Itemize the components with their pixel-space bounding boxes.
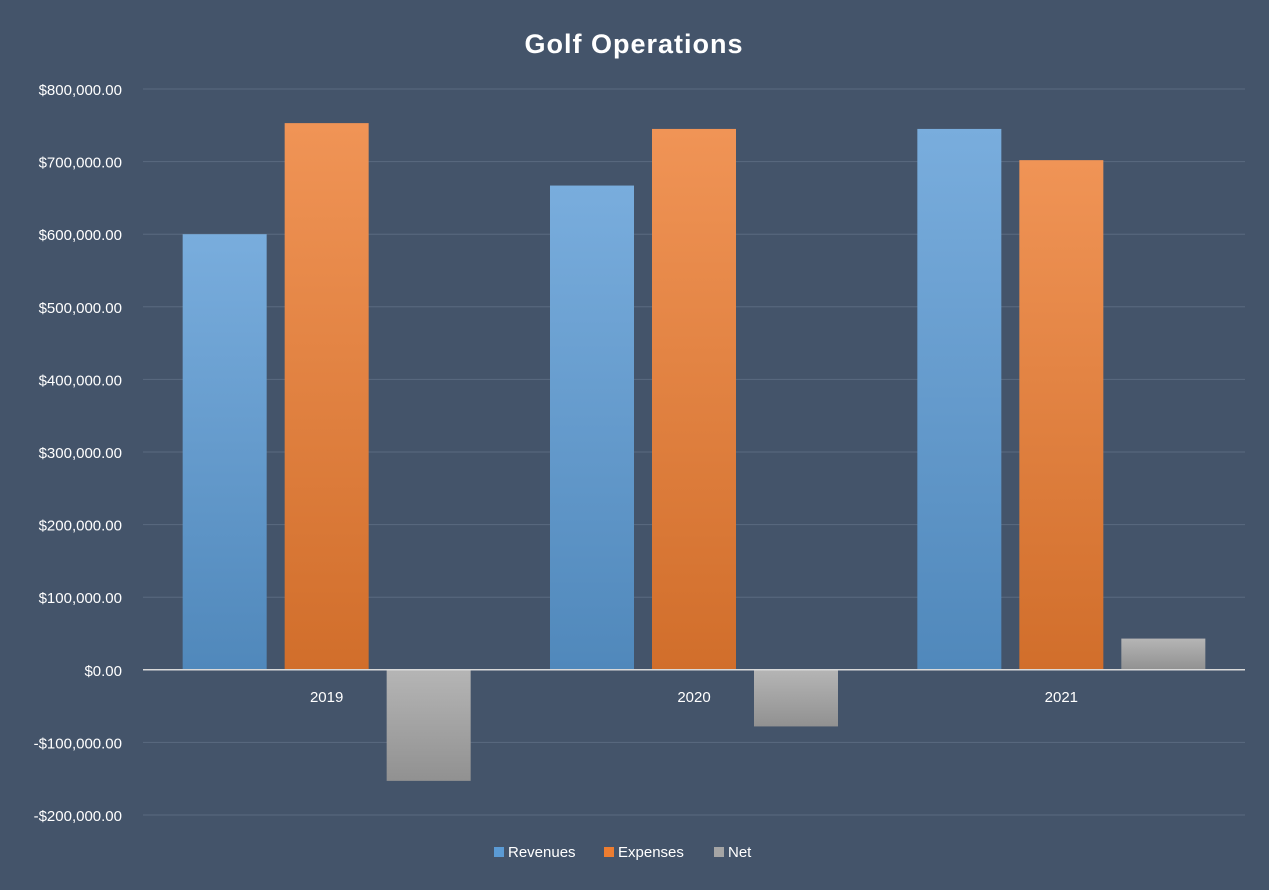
y-tick-label: $300,000.00 [39, 445, 122, 462]
y-tick-label: $800,000.00 [39, 82, 122, 99]
x-tick-label: 2020 [677, 689, 710, 706]
x-tick-label: 2021 [1045, 689, 1078, 706]
y-tick-label: $400,000.00 [39, 372, 122, 389]
legend-label-expenses: Expenses [618, 844, 684, 861]
bar-net-2020 [754, 669, 838, 727]
y-tick-label: -$200,000.00 [34, 808, 122, 825]
bar-revenues-2019 [182, 234, 267, 670]
legend-swatch-expenses [604, 847, 614, 857]
bar-expenses-2019 [284, 123, 369, 670]
legend: Revenues Expenses Net [494, 844, 752, 861]
bar-revenues-2021 [917, 128, 1002, 670]
bar-expenses-2020 [652, 128, 736, 670]
y-tick-label: $0.00 [84, 663, 122, 680]
bars [182, 123, 1206, 781]
legend-label-net: Net [728, 844, 752, 861]
chart-title: Golf Operations [524, 29, 743, 59]
y-tick-label: $500,000.00 [39, 300, 122, 317]
x-axis: 2019 2020 2021 [143, 669, 1245, 706]
y-tick-label: -$100,000.00 [34, 735, 122, 752]
y-tick-label: $600,000.00 [39, 227, 122, 244]
y-tick-label: $200,000.00 [39, 518, 122, 535]
y-axis: $800,000.00 $700,000.00 $600,000.00 $500,00… [34, 82, 122, 825]
bar-expenses-2021 [1019, 160, 1104, 670]
bar-revenues-2020 [550, 185, 634, 670]
legend-label-revenues: Revenues [508, 844, 576, 861]
bar-net-2021 [1121, 638, 1206, 670]
legend-swatch-revenues [494, 847, 504, 857]
legend-swatch-net [714, 847, 724, 857]
bar-net-2019 [386, 669, 471, 781]
y-tick-label: $700,000.00 [39, 155, 122, 172]
y-tick-label: $100,000.00 [39, 590, 122, 607]
x-tick-label: 2019 [310, 689, 343, 706]
